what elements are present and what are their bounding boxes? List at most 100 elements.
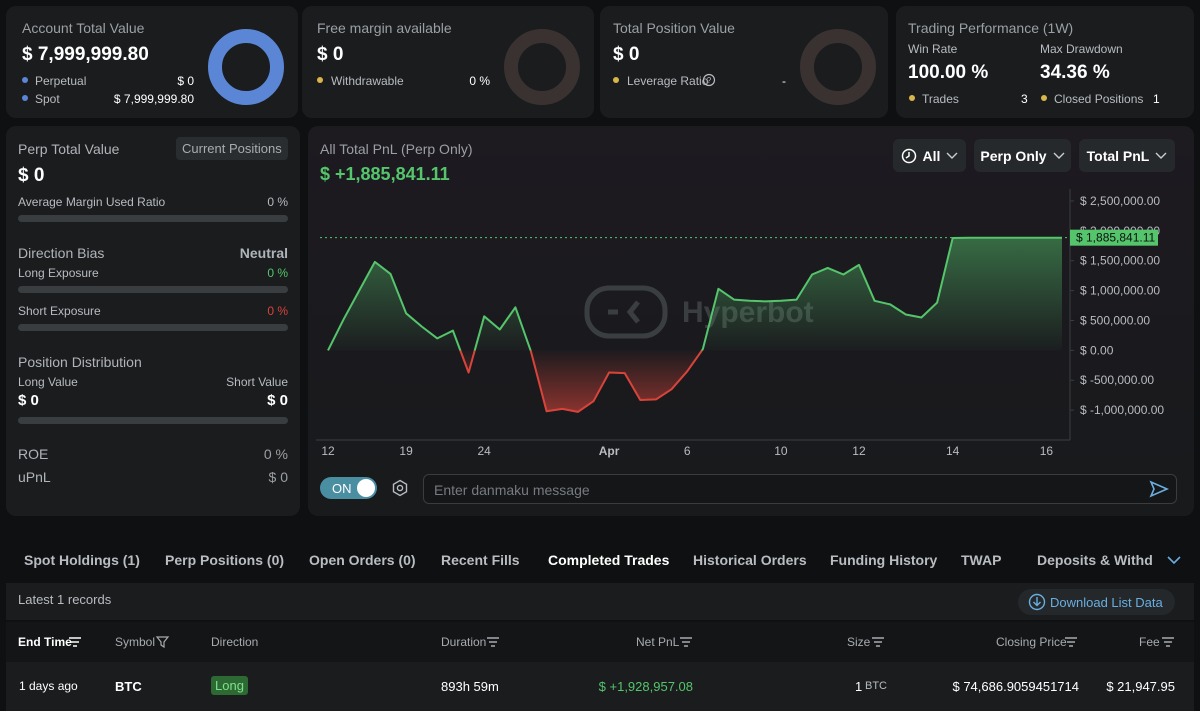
progress-bar	[18, 417, 288, 424]
card-title: Account Total Value	[22, 20, 145, 36]
progress-bar	[18, 286, 288, 293]
y-tick-label: $ 500,000.00	[1080, 313, 1150, 327]
chart-value: $ +1,885,841.11	[320, 164, 450, 184]
pnl-chart: Hyperbot $ 2,500,000.00$ 2,000,000.00$ 1…	[316, 189, 1164, 458]
account-card: Account Total Value $ 7,999,999.80 Perpe…	[6, 6, 298, 118]
row-value: 0 %	[267, 304, 288, 318]
table-row	[6, 662, 1194, 711]
cell: $ 21,947.95	[1106, 679, 1175, 694]
stat-value: 34.36 %	[1040, 62, 1110, 83]
cell: $ +1,928,957.08	[598, 679, 693, 694]
stat-label: Win Rate	[908, 42, 958, 56]
tab[interactable]: Open Orders (0)	[309, 552, 416, 568]
current-positions-button[interactable]: Current Positions	[176, 137, 288, 160]
card-title: Trading Performance (1W)	[908, 20, 1074, 36]
row-label: Closed Positions	[1054, 92, 1144, 106]
tab[interactable]: TWAP	[961, 552, 1002, 568]
tab-active[interactable]: Completed Trades	[548, 552, 670, 568]
tabs-more[interactable]	[1166, 555, 1182, 565]
danmaku-toggle[interactable]: ON	[320, 477, 377, 499]
progress-bar	[18, 215, 288, 222]
metric-filter[interactable]: Total PnL	[1079, 139, 1175, 172]
cell: BTC	[115, 679, 142, 694]
cell-unit: BTC	[865, 680, 887, 692]
help-icon[interactable]: ?	[702, 73, 716, 87]
range-filter[interactable]: All	[893, 139, 966, 172]
margin-card: Free margin available $ 0 Withdrawable 0…	[302, 6, 594, 118]
row-label: Short Value	[226, 375, 288, 389]
tab[interactable]: Recent Fills	[441, 552, 520, 568]
row-value: $ 0	[268, 469, 288, 485]
x-tick-label: 6	[684, 444, 691, 458]
progress-bar	[18, 324, 288, 331]
legend-dot	[22, 95, 28, 101]
filter-label: All	[922, 147, 941, 164]
donut-ring	[800, 29, 876, 105]
cell: $ 74,686.9059451714	[952, 679, 1079, 694]
pnl-area	[328, 237, 1062, 412]
legend-dot	[317, 77, 323, 83]
clock-icon	[901, 148, 916, 163]
row-label: Long Value	[18, 375, 78, 389]
header-icons	[69, 636, 1174, 649]
download-icon	[1028, 593, 1046, 611]
tab[interactable]: Funding History	[830, 552, 938, 568]
section-title: Position Distribution	[18, 354, 142, 370]
records-bar: Latest 1 records Download List Data	[6, 583, 1194, 620]
row-value: $ 7,999,999.80	[113, 92, 194, 106]
settings-icon[interactable]	[391, 479, 409, 497]
x-tick-label: Apr	[599, 444, 620, 458]
chart-title: All Total PnL (Perp Only)	[320, 141, 473, 157]
panel-title: Perp Total Value	[18, 141, 120, 157]
row-label: Perpetual	[35, 74, 87, 88]
card-value: $ 0	[317, 44, 344, 65]
filter-label: Total PnL	[1086, 147, 1150, 164]
column-header[interactable]: Duration	[441, 635, 487, 649]
column-header[interactable]: Symbol	[115, 635, 156, 649]
download-button[interactable]: Download List Data	[1018, 589, 1175, 615]
row-value: 3	[1021, 92, 1028, 106]
tab[interactable]: Spot Holdings (1)	[24, 552, 140, 568]
download-label: Download List Data	[1050, 595, 1163, 610]
send-icon[interactable]	[1149, 479, 1169, 499]
scope-filter[interactable]: Perp Only	[974, 139, 1071, 172]
y-tick-label: $ -500,000.00	[1080, 373, 1154, 387]
donut	[504, 29, 580, 105]
table-header	[6, 622, 1194, 662]
row-label: ROE	[18, 446, 49, 462]
danmaku-input[interactable]: Enter danmaku message	[423, 474, 1177, 504]
y-tick-label: $ 2,500,000.00	[1080, 194, 1160, 208]
x-tick-label: 24	[477, 444, 491, 458]
row-label: Leverage Ratio	[627, 74, 709, 88]
legend-dot	[1041, 95, 1047, 101]
toggle-knob	[357, 479, 375, 497]
row-value: 0 %	[469, 74, 490, 88]
x-tick-label: 14	[946, 444, 960, 458]
column-header[interactable]: Net PnL	[636, 635, 680, 649]
x-tick-label: 10	[774, 444, 788, 458]
column-header[interactable]: Direction	[211, 635, 259, 649]
row-label: Average Margin Used Ratio	[18, 195, 166, 209]
performance-card: Trading Performance (1W) Win Rate 100.00…	[896, 6, 1194, 118]
row-value: $ 0	[18, 392, 39, 409]
card-value: $ 7,999,999.80	[22, 44, 149, 65]
row-value: $ 0	[267, 392, 288, 409]
x-tick-label: 19	[399, 444, 413, 458]
cell: 1 days ago	[19, 679, 78, 693]
toggle-label: ON	[332, 481, 352, 496]
tab[interactable]: Historical Orders	[693, 552, 807, 568]
column-header[interactable]: Closing Price	[996, 635, 1067, 649]
column-header[interactable]: End Time	[18, 635, 72, 649]
chevron	[1155, 152, 1167, 159]
row-label: Long Exposure	[18, 266, 99, 280]
donut-ring	[504, 29, 580, 105]
x-tick-label: 16	[1040, 444, 1054, 458]
records-count: Latest 1 records	[18, 592, 112, 607]
column-header[interactable]: Fee	[1139, 635, 1160, 649]
card-title: Free margin available	[317, 20, 452, 36]
tab[interactable]: Perp Positions (0)	[165, 552, 285, 568]
column-header[interactable]: Size	[847, 635, 871, 649]
section-value: Neutral	[239, 245, 288, 261]
tab[interactable]: Deposits & Withdraw	[1037, 552, 1153, 568]
